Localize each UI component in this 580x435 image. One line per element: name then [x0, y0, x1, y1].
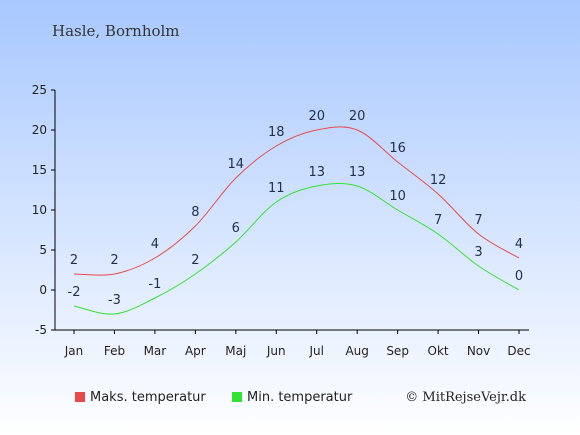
- x-tick-label: Aug: [345, 344, 368, 358]
- data-label-max: 18: [268, 125, 285, 140]
- data-label-max: 2: [70, 253, 78, 268]
- credit-text: © MitRejseVejr.dk: [405, 390, 526, 405]
- data-label-min: 3: [474, 245, 482, 260]
- x-tick-label: Dec: [507, 344, 530, 358]
- x-tick-label: Sep: [386, 344, 409, 358]
- x-tick-label: Apr: [185, 344, 206, 358]
- x-tick-label: Jan: [64, 344, 84, 358]
- series-layer: [73, 126, 520, 315]
- data-label-max: 20: [349, 109, 366, 124]
- data-label-min: 13: [308, 165, 325, 180]
- x-tick-label: Jun: [266, 344, 286, 358]
- data-label-max: 4: [515, 237, 523, 252]
- data-label-min: -3: [108, 293, 121, 308]
- y-tick-label: 10: [32, 203, 47, 217]
- data-label-max: 8: [191, 205, 199, 220]
- x-tick-label: Maj: [225, 344, 246, 358]
- data-label-max: 4: [151, 237, 159, 252]
- y-tick-label: 25: [32, 83, 47, 97]
- data-label-max: 12: [430, 173, 447, 188]
- data-label-min: -1: [148, 277, 161, 292]
- chart-title: Hasle, Bornholm: [52, 22, 180, 40]
- y-tick-label: 0: [39, 283, 47, 297]
- data-label-max: 20: [308, 109, 325, 124]
- data-label-max: 7: [474, 213, 482, 228]
- legend: Maks. temperatur Min. temperatur: [75, 390, 353, 405]
- legend-label-max: Maks. temperatur: [90, 390, 206, 405]
- data-label-max: 2: [110, 253, 118, 268]
- data-label-min: 13: [349, 165, 366, 180]
- data-label-min: 7: [434, 213, 442, 228]
- y-tick-label: 15: [32, 163, 47, 177]
- data-label-min: 6: [232, 221, 240, 236]
- data-label-min: 11: [268, 181, 285, 196]
- legend-label-min: Min. temperatur: [247, 390, 353, 405]
- x-tick-label: Nov: [467, 344, 490, 358]
- y-tick-label: 5: [39, 243, 47, 257]
- x-tick-label: Mar: [144, 344, 167, 358]
- series-max-temperature: [73, 126, 520, 276]
- legend-swatch-max: [75, 392, 85, 402]
- data-label-min: 2: [191, 253, 199, 268]
- x-tick-label: Okt: [428, 344, 449, 358]
- y-tick-label: -5: [35, 323, 47, 337]
- data-label-min: -2: [68, 285, 81, 300]
- data-label-max: 14: [228, 157, 245, 172]
- x-tick-label: Jul: [308, 344, 323, 358]
- data-label-min: 0: [515, 269, 523, 284]
- data-labels: 2 2 4 8 14 18 20 20 16 12 7 4 -2 -3 -1 2 6 11 13 13 10 7 3 0: [68, 109, 524, 308]
- data-label-min: 10: [389, 189, 406, 204]
- series-min-temperature: [73, 182, 520, 315]
- x-tick-label: Feb: [104, 344, 125, 358]
- legend-swatch-min: [232, 392, 242, 402]
- y-tick-label: 20: [32, 123, 47, 137]
- data-label-max: 16: [389, 141, 406, 156]
